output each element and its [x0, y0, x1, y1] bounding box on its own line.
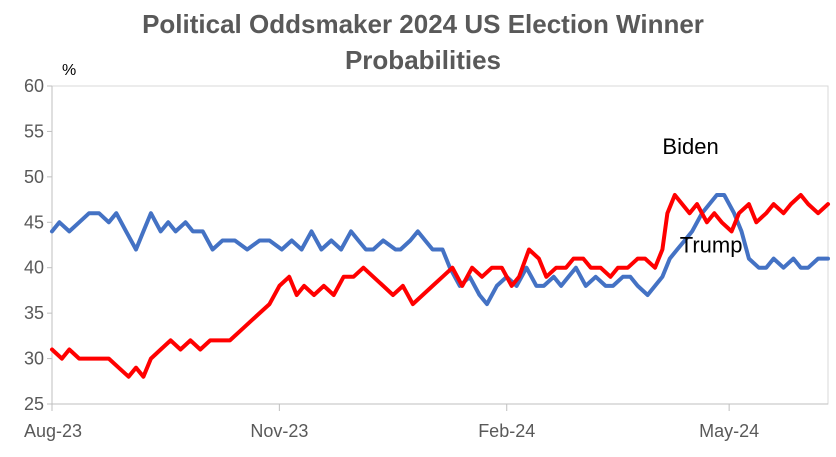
x-tick-label: May-24: [699, 421, 759, 441]
y-tick-label: 55: [24, 121, 44, 141]
x-tick-label: Feb-24: [478, 421, 535, 441]
y-tick-label: 45: [24, 212, 44, 232]
chart-title: Political Oddsmaker 2024 US Election Win…: [0, 6, 836, 78]
y-tick-label: 35: [24, 303, 44, 323]
y-tick-label: 60: [24, 76, 44, 96]
y-tick-label: 50: [24, 167, 44, 187]
series-label-trump: Trump: [680, 232, 743, 257]
x-tick-label: Aug-23: [24, 421, 82, 441]
y-tick-label: 30: [24, 349, 44, 369]
series-line-trump: [50, 193, 830, 379]
series-line-biden: [50, 193, 830, 307]
x-tick-label: Nov-23: [250, 421, 308, 441]
series-label-biden: Biden: [662, 134, 718, 159]
y-tick-label: 40: [24, 258, 44, 278]
y-axis-unit-label: %: [62, 62, 77, 79]
y-tick-label: 25: [24, 394, 44, 414]
chart-title-line-2: Probabilities: [344, 45, 502, 75]
chart-title-line-1: Political Oddsmaker 2024 US Election Win…: [142, 9, 704, 39]
